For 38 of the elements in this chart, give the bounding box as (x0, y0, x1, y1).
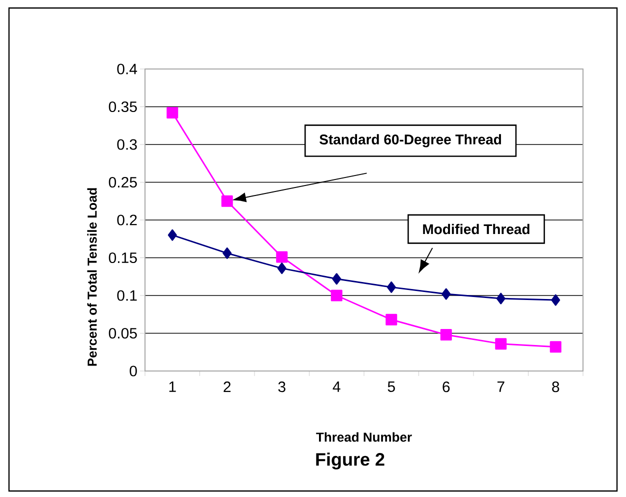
y-tick-label: 0.3 (117, 139, 137, 150)
x-tick-label: 8 (552, 382, 560, 392)
y-tick-label: 0 (130, 366, 137, 376)
point (442, 288, 451, 300)
point (550, 341, 562, 353)
point (386, 281, 396, 293)
point (330, 290, 342, 302)
point (332, 273, 342, 285)
y-tick-label: 0.1 (117, 290, 137, 301)
y-axis-title: Percent of Total Tensile Load (87, 188, 97, 366)
y-tick-label: 0.4 (117, 64, 138, 74)
y-tick-label: 0.15 (108, 252, 137, 264)
point (277, 262, 286, 274)
x-tick-label: 1 (169, 382, 176, 392)
x-tick-label: 5 (388, 382, 395, 392)
x-tick-label: 3 (278, 382, 286, 392)
x-tick-label: 6 (442, 382, 450, 392)
point (440, 329, 452, 341)
annotation: Standard 60-Degree Thread (320, 134, 502, 148)
point (495, 338, 507, 350)
x-tick-label: 2 (224, 382, 231, 392)
point (166, 107, 178, 119)
y-tick-label: 0.2 (117, 214, 137, 226)
point (168, 229, 177, 241)
point (496, 292, 506, 304)
annotation: Modified Thread (423, 224, 530, 234)
point (221, 195, 233, 207)
text: Figure 2 (316, 452, 384, 470)
x-tick-label: 4 (332, 382, 340, 392)
y-tick-label: 0.35 (108, 101, 137, 112)
x-axis-title: Thread Number (316, 432, 412, 442)
y-tick-label: 0.25 (108, 176, 137, 188)
y-tick-label: 0.05 (108, 328, 137, 339)
x-tick-label: 7 (497, 382, 504, 392)
point (276, 251, 288, 263)
point (222, 247, 232, 259)
point (386, 314, 398, 326)
point (551, 294, 560, 306)
